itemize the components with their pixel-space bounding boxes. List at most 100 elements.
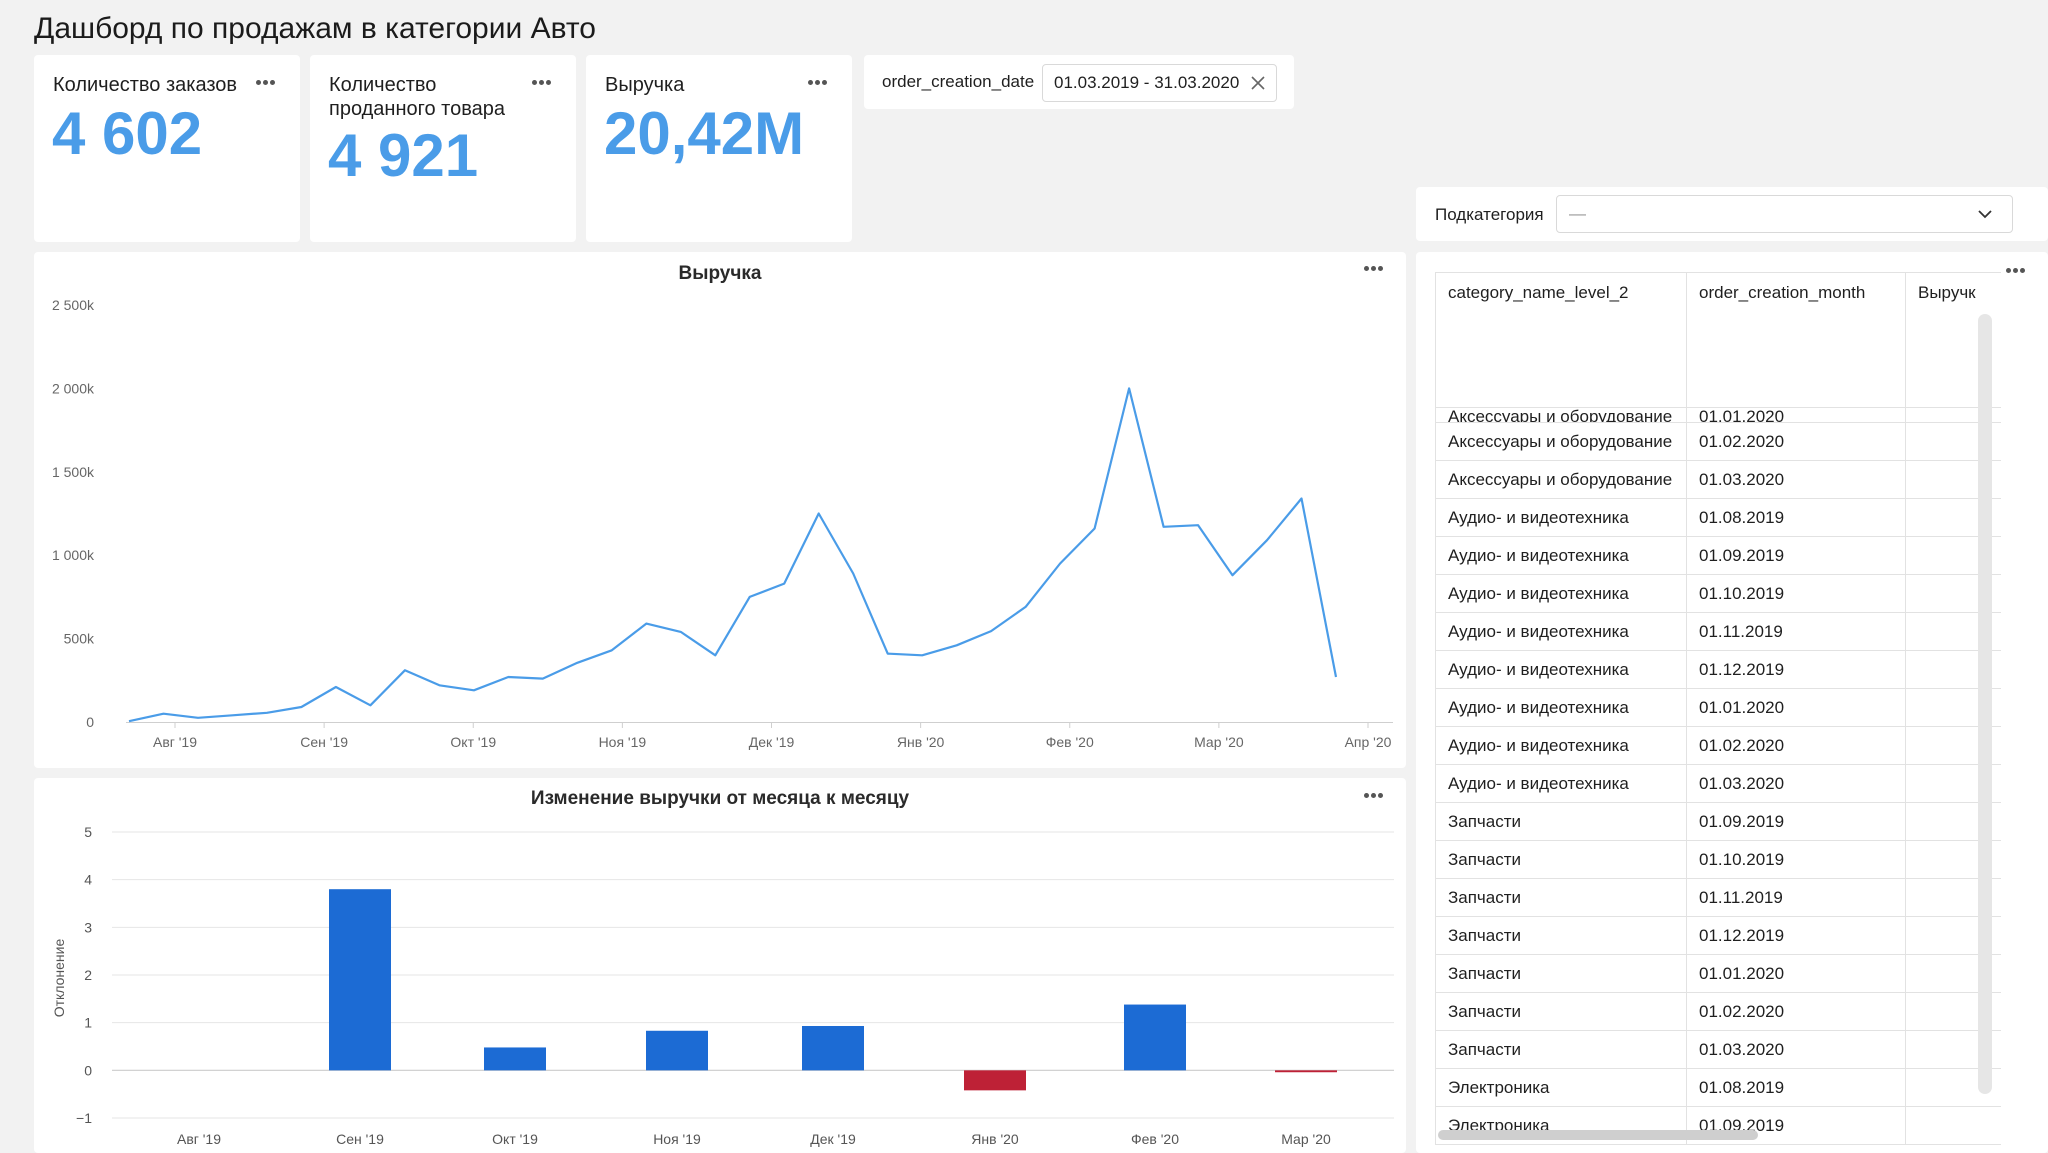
chart-title: Выручка [678,263,762,284]
table-cell: Запчасти [1435,954,1687,993]
y-tick-label: 5 [84,824,92,840]
more-menu-icon[interactable] [256,80,278,88]
table-card: category_name_level_2 order_creation_mon… [1416,252,2048,1153]
x-tick-label: Фев '20 [1046,734,1094,750]
table-cell: Запчасти [1435,802,1687,841]
table-cell: Запчасти [1435,1030,1687,1069]
x-tick-label: Дек '19 [810,1131,856,1147]
bar [484,1047,546,1071]
more-menu-icon[interactable] [2006,268,2028,276]
table-cell: 01.01.2020 [1686,954,1906,993]
x-tick-label: Авг '19 [177,1131,221,1147]
x-tick-label: Дек '19 [749,734,795,750]
more-menu-icon[interactable] [532,80,554,88]
y-tick-label: 0 [86,714,94,730]
table-cell: 01.12.2019 [1686,916,1906,955]
more-menu-icon[interactable] [1364,793,1386,801]
table-cell: Запчасти [1435,992,1687,1031]
table-cell: Аудио- и видеотехника [1435,764,1687,803]
bar [329,889,391,1071]
table-viewport[interactable]: category_name_level_2 order_creation_mon… [1435,272,2001,1153]
table-cell: 01.10.2019 [1686,840,1906,879]
data-table: category_name_level_2 order_creation_mon… [1435,272,2001,1145]
y-tick-label: 1 000k [52,547,95,563]
table-cell: Аксессуары и оборудование [1435,460,1687,499]
x-tick-label: Авг '19 [153,734,197,750]
x-tick-label: Ноя '19 [599,734,647,750]
x-tick-label: Янв '20 [971,1131,1019,1147]
table-cell: Аудио- и видеотехника [1435,650,1687,689]
column-header[interactable]: category_name_level_2 [1435,272,1687,408]
table-cell: Аудио- и видеотехника [1435,726,1687,765]
y-tick-label: 3 [84,919,92,935]
table-cell: 01.10.2019 [1686,574,1906,613]
mom-bar-chart: 5 4 3 2 1 0 −1 Отклонение Авг '19 Сен '19 Окт '19 Н… [51,824,1394,1147]
table-cell: Запчасти [1435,878,1687,917]
x-tick-label: Фев '20 [1131,1131,1179,1147]
date-filter: order_creation_date 01.03.2019 - 31.03.2… [864,55,1294,109]
table-cell: 01.11.2019 [1686,878,1906,917]
table-cell: 01.08.2019 [1686,1068,1906,1107]
table-cell: 694 64 [1905,1106,2001,1145]
close-icon[interactable] [1251,76,1265,90]
subcategory-filter: Подкатегория — [1416,187,2048,241]
y-tick-label: 4 [84,872,92,888]
bar [802,1026,864,1071]
table-cell: Аудио- и видеотехника [1435,688,1687,727]
table-cell: Аксессуары и оборудование [1435,407,1687,423]
y-tick-label: 0 [84,1062,92,1078]
chart-title: Изменение выручки от месяца к месяцу [530,788,910,809]
y-tick-label: −1 [76,1110,92,1126]
table-cell: Аудио- и видеотехника [1435,574,1687,613]
y-tick-label: 1 500k [52,464,95,480]
more-menu-icon[interactable] [808,80,830,88]
x-tick-label: Апр '20 [1345,734,1392,750]
x-tick-label: Сен '19 [336,1131,384,1147]
kpi-label: Количество заказов [53,74,238,96]
x-tick-label: Окт '19 [492,1131,538,1147]
column-header[interactable]: order_creation_month [1686,272,1906,408]
subcategory-select[interactable]: — [1556,195,2013,233]
table-cell: Запчасти [1435,916,1687,955]
table-header-row: category_name_level_2 order_creation_mon… [1435,272,2001,408]
table-cell: Запчасти [1435,840,1687,879]
bar [1275,1070,1337,1073]
kpi-label: Количество проданного товара [329,74,506,120]
bar [1124,1004,1186,1071]
table-cell: 01.09.2019 [1686,802,1906,841]
date-range-input[interactable]: 01.03.2019 - 31.03.2020 [1042,64,1277,102]
page-title: Дашборд по продажам в категории Авто [34,12,596,45]
more-menu-icon[interactable] [1364,266,1386,274]
table-cell: 01.01.2020 [1686,407,1906,423]
x-tick-label: Сен '19 [300,734,348,750]
table-cell: 01.03.2020 [1686,1030,1906,1069]
bar [646,1030,708,1071]
table-cell: 01.08.2019 [1686,498,1906,537]
horizontal-scrollbar[interactable] [1438,1130,1758,1140]
y-tick-label: 500k [64,631,95,647]
y-axis-label: Отклонение [51,939,67,1018]
table-cell: 01.09.2019 [1686,536,1906,575]
kpi-value: 4 921 [328,122,479,189]
chevron-down-icon [1978,210,1992,219]
vertical-scrollbar[interactable] [1978,314,1992,1094]
